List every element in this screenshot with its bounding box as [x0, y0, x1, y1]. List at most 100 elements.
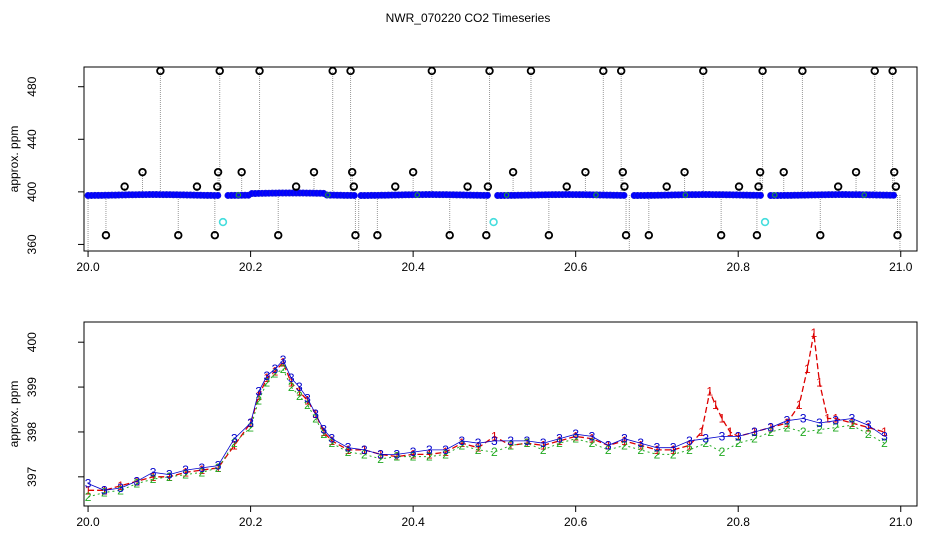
- baseline-accent: [235, 192, 242, 198]
- series-marker-1: 1: [637, 438, 644, 452]
- outlier-point: [138, 167, 147, 177]
- series-marker-2: 2: [702, 436, 709, 450]
- cyan-point: [760, 217, 770, 227]
- series-marker-2: 2: [312, 411, 319, 425]
- outlier-point: [274, 231, 283, 240]
- series-marker-1: 1: [784, 416, 791, 430]
- series-marker-1: 1: [621, 434, 628, 448]
- series-marker-2: 2: [865, 427, 872, 441]
- baseline-point: [756, 191, 764, 199]
- series-marker-1: 1: [524, 436, 531, 450]
- baseline-point: [620, 191, 628, 199]
- series-marker-3: 3: [670, 441, 677, 455]
- outlier-point: [213, 182, 222, 191]
- series-marker-1: 1: [231, 438, 238, 452]
- series-marker-2: 2: [101, 486, 108, 500]
- baseline-accent: [682, 192, 689, 198]
- outlier-point: [779, 167, 788, 177]
- series-marker-1: 1: [796, 398, 803, 412]
- series-marker-2: 2: [475, 443, 482, 457]
- x-tick-label: 21.0: [889, 260, 913, 274]
- outlier-point: [328, 67, 337, 76]
- series-marker-3: 3: [507, 434, 514, 448]
- series-marker-3: 3: [442, 443, 449, 457]
- outlier-point: [699, 67, 708, 76]
- top-plot-area: [84, 67, 902, 251]
- y-tick-label: 400: [25, 182, 39, 202]
- series-marker-2: 2: [572, 432, 579, 446]
- baseline-accent: [414, 192, 420, 198]
- x-tick-label: 20.2: [239, 260, 263, 274]
- series-marker-2: 2: [117, 483, 124, 497]
- series-marker-3: 3: [255, 385, 262, 399]
- series-marker-1: 1: [320, 425, 327, 439]
- outlier-point: [680, 167, 689, 177]
- series-marker-3: 3: [296, 380, 303, 394]
- series-marker-3: 3: [751, 425, 758, 439]
- series-marker-1: 1: [727, 425, 734, 439]
- series-marker-2: 2: [329, 436, 336, 450]
- outlier-point: [620, 182, 629, 191]
- outlier-point: [544, 231, 554, 240]
- outlier-point: [890, 167, 899, 177]
- series-line-3: [87, 359, 885, 491]
- y-tick-label: 400: [25, 332, 39, 352]
- series-marker-3: 3: [215, 459, 222, 473]
- series-marker-2: 2: [166, 470, 173, 484]
- series-marker-1: 1: [345, 443, 352, 457]
- top-panel: 20.0 20.2 20.4 20.6 20.8 21.0 360 400 440 480 appr…: [7, 66, 918, 274]
- cyan-point: [218, 217, 228, 227]
- series-marker-2: 2: [800, 425, 807, 439]
- series-marker-2: 2: [686, 443, 693, 457]
- series-marker-2: 2: [637, 443, 644, 457]
- outlier-point: [526, 67, 536, 76]
- baseline-point: [214, 191, 222, 199]
- series-marker-1: 1: [280, 355, 287, 369]
- series-marker-3: 3: [865, 418, 872, 432]
- y-axis-label: approx. ppm: [7, 381, 21, 448]
- series-marker-3: 3: [329, 432, 336, 446]
- series-marker-2: 2: [345, 445, 352, 459]
- series-marker-3: 3: [572, 427, 579, 441]
- series-marker-3: 3: [182, 463, 189, 477]
- outlier-point: [351, 231, 360, 240]
- x-tick-label: 20.0: [76, 260, 100, 274]
- baseline-accent: [772, 192, 778, 198]
- outlier-point: [752, 231, 762, 240]
- outlier-point: [851, 167, 861, 177]
- outlier-point: [373, 231, 382, 240]
- outlier-point: [192, 182, 202, 191]
- plot-frame: [83, 321, 918, 507]
- series-marker-3: 3: [881, 429, 888, 443]
- series-marker-1: 1: [410, 447, 417, 461]
- outlier-point: [174, 231, 183, 240]
- series-marker-2: 2: [377, 452, 384, 466]
- series-marker-1: 1: [394, 450, 401, 464]
- series-marker-3: 3: [654, 441, 661, 455]
- x-tick-label: 20.4: [401, 260, 425, 274]
- series-marker-3: 3: [272, 362, 279, 376]
- series-marker-3: 3: [605, 438, 612, 452]
- series-marker-3: 3: [288, 371, 295, 385]
- series-marker-2: 2: [621, 438, 628, 452]
- x-tick-label: 20.8: [727, 515, 751, 529]
- outlier-point: [346, 67, 355, 76]
- series-marker-3: 3: [410, 445, 417, 459]
- series-marker-2: 2: [215, 461, 222, 475]
- series-marker-1: 1: [589, 432, 596, 446]
- series-marker-1: 1: [198, 463, 205, 477]
- series-marker-2: 2: [426, 450, 433, 464]
- series-marker-1: 1: [272, 364, 279, 378]
- series-marker-1: 1: [459, 436, 466, 450]
- series-marker-3: 3: [264, 369, 271, 383]
- outlier-point: [562, 182, 571, 191]
- outlier-point: [508, 167, 518, 177]
- y-tick-label: 399: [25, 377, 39, 397]
- series-marker-2: 2: [361, 447, 368, 461]
- series-marker-3: 3: [556, 432, 563, 446]
- outlier-point: [237, 167, 246, 177]
- series-marker-1: 1: [698, 425, 705, 439]
- series-marker-3: 3: [702, 432, 709, 446]
- series-marker-2: 2: [304, 398, 311, 412]
- baseline-accent: [503, 192, 510, 198]
